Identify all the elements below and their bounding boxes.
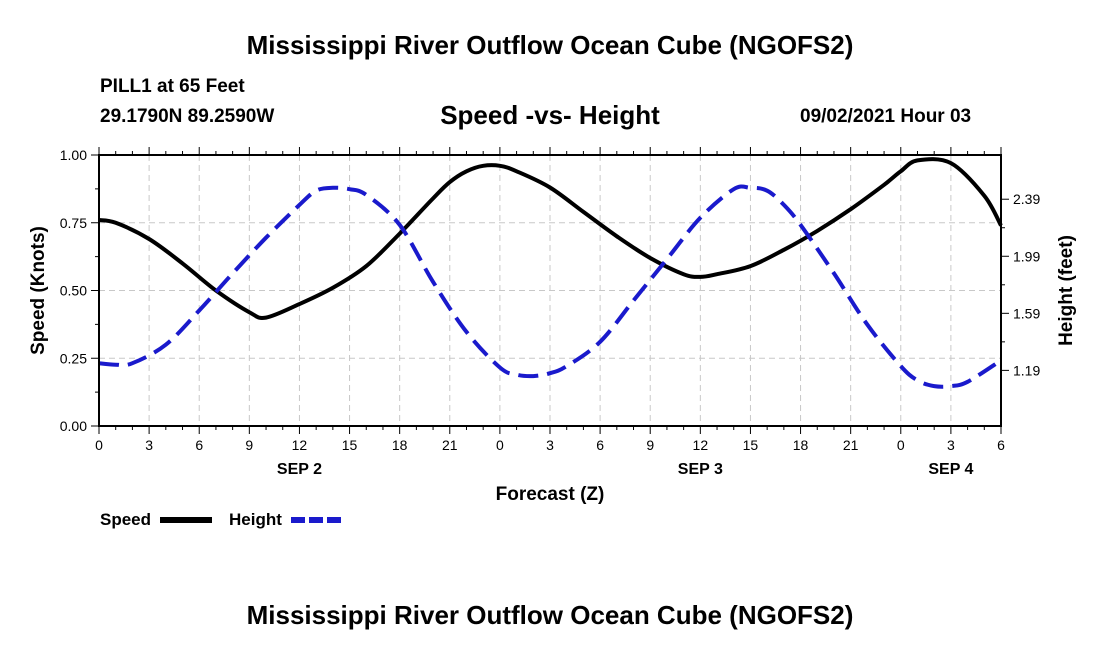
- x-tick-label: 18: [793, 437, 809, 453]
- x-day-label: SEP 4: [928, 461, 973, 478]
- x-tick-label: 12: [693, 437, 709, 453]
- x-tick-label: 6: [195, 437, 203, 453]
- x-tick-label: 9: [245, 437, 253, 453]
- y2-axis-title: Height (feet): [1056, 235, 1077, 346]
- x-tick-label: 3: [947, 437, 955, 453]
- x-tick-label: 15: [342, 437, 358, 453]
- x-tick-label: 3: [546, 437, 554, 453]
- series-lines: [98, 157, 1003, 389]
- station-label: PILL1 at 65 Feet: [100, 76, 245, 97]
- y-axis-title: Speed (Knots): [28, 226, 49, 355]
- y-tick-label: 1.00: [60, 147, 87, 163]
- y2-tick-label: 1.19: [1013, 362, 1040, 378]
- x-tick-label: 9: [646, 437, 654, 453]
- y2-tick-label: 1.59: [1013, 305, 1040, 321]
- axes: 0 3 6 9 12 15 18 21 0 3 6 9 12 15 18 21 0 3 6 SEP 2 SEP 3 SEP…: [28, 147, 1077, 505]
- x-tick-label: 18: [392, 437, 408, 453]
- height-series-line: [98, 184, 1003, 389]
- x-day-label: SEP 2: [277, 461, 322, 478]
- forecast-timestamp: 09/02/2021 Hour 03: [800, 106, 972, 127]
- x-tick-label: 21: [843, 437, 859, 453]
- x-tick-label: 0: [897, 437, 905, 453]
- chart-main-title: Mississippi River Outflow Ocean Cube (NG…: [246, 30, 854, 60]
- legend-label-speed: Speed: [100, 510, 151, 529]
- y-tick-label: 0.50: [60, 283, 87, 299]
- legend-label-height: Height: [229, 510, 282, 529]
- chart-subtitle: Speed -vs- Height: [440, 100, 660, 130]
- station-coordinates: 29.1790N 89.2590W: [100, 106, 275, 127]
- x-tick-label: 15: [743, 437, 759, 453]
- x-tick-label: 0: [95, 437, 103, 453]
- y-tick-label: 0.00: [60, 418, 87, 434]
- x-axis-title: Forecast (Z): [496, 484, 605, 505]
- x-tick-label: 12: [292, 437, 308, 453]
- speed-series-line: [98, 157, 1003, 320]
- x-day-label: SEP 3: [678, 461, 723, 478]
- grid-lines: [99, 155, 1001, 426]
- footer-title: Mississippi River Outflow Ocean Cube (NG…: [246, 600, 854, 630]
- legend: Speed Height: [100, 510, 343, 529]
- x-tick-label: 6: [997, 437, 1005, 453]
- y2-tick-label: 2.39: [1013, 191, 1040, 207]
- x-tick-label: 3: [145, 437, 153, 453]
- y-tick-label: 0.75: [60, 215, 87, 231]
- x-tick-label: 21: [442, 437, 458, 453]
- y2-tick-label: 1.99: [1013, 248, 1040, 264]
- x-tick-label: 6: [596, 437, 604, 453]
- x-tick-label: 0: [496, 437, 504, 453]
- y-tick-label: 0.25: [60, 350, 87, 366]
